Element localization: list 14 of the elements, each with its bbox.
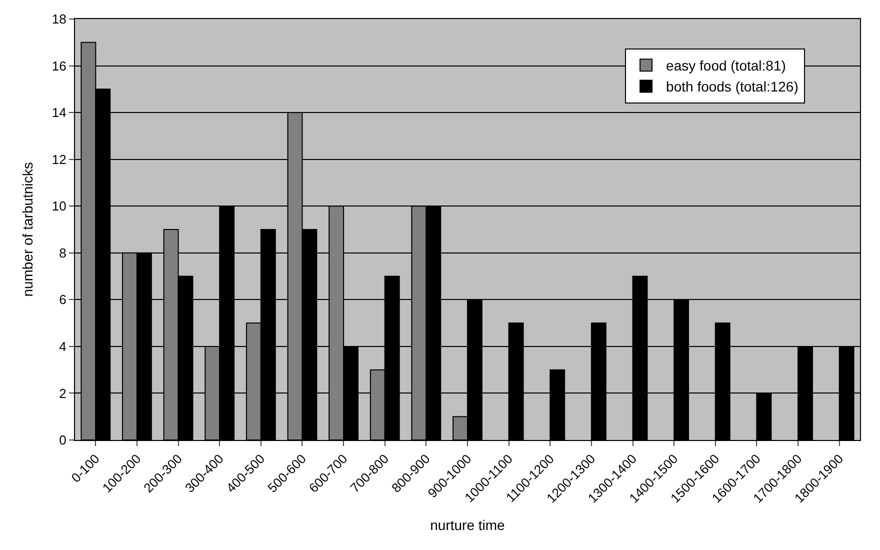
y-tick-label: 14 <box>52 105 66 120</box>
legend-label: both foods (total:126) <box>666 78 798 95</box>
y-tick-label: 0 <box>59 432 66 448</box>
y-tick-label: 16 <box>52 58 66 74</box>
y-tick-label: 10 <box>52 198 66 214</box>
y-tick-label: 18 <box>52 12 66 27</box>
y-tick-label: 2 <box>59 386 66 401</box>
x-axis-title: nurture time <box>430 517 506 534</box>
legend-label: easy food (total:81) <box>666 58 786 74</box>
y-tick-label: 4 <box>59 338 66 354</box>
y-tick-label: 6 <box>59 292 66 308</box>
y-tick-label: 12 <box>52 152 66 167</box>
y-axis-title: number of tarbutnicks <box>20 162 36 297</box>
y-tick-label: 8 <box>59 245 66 260</box>
